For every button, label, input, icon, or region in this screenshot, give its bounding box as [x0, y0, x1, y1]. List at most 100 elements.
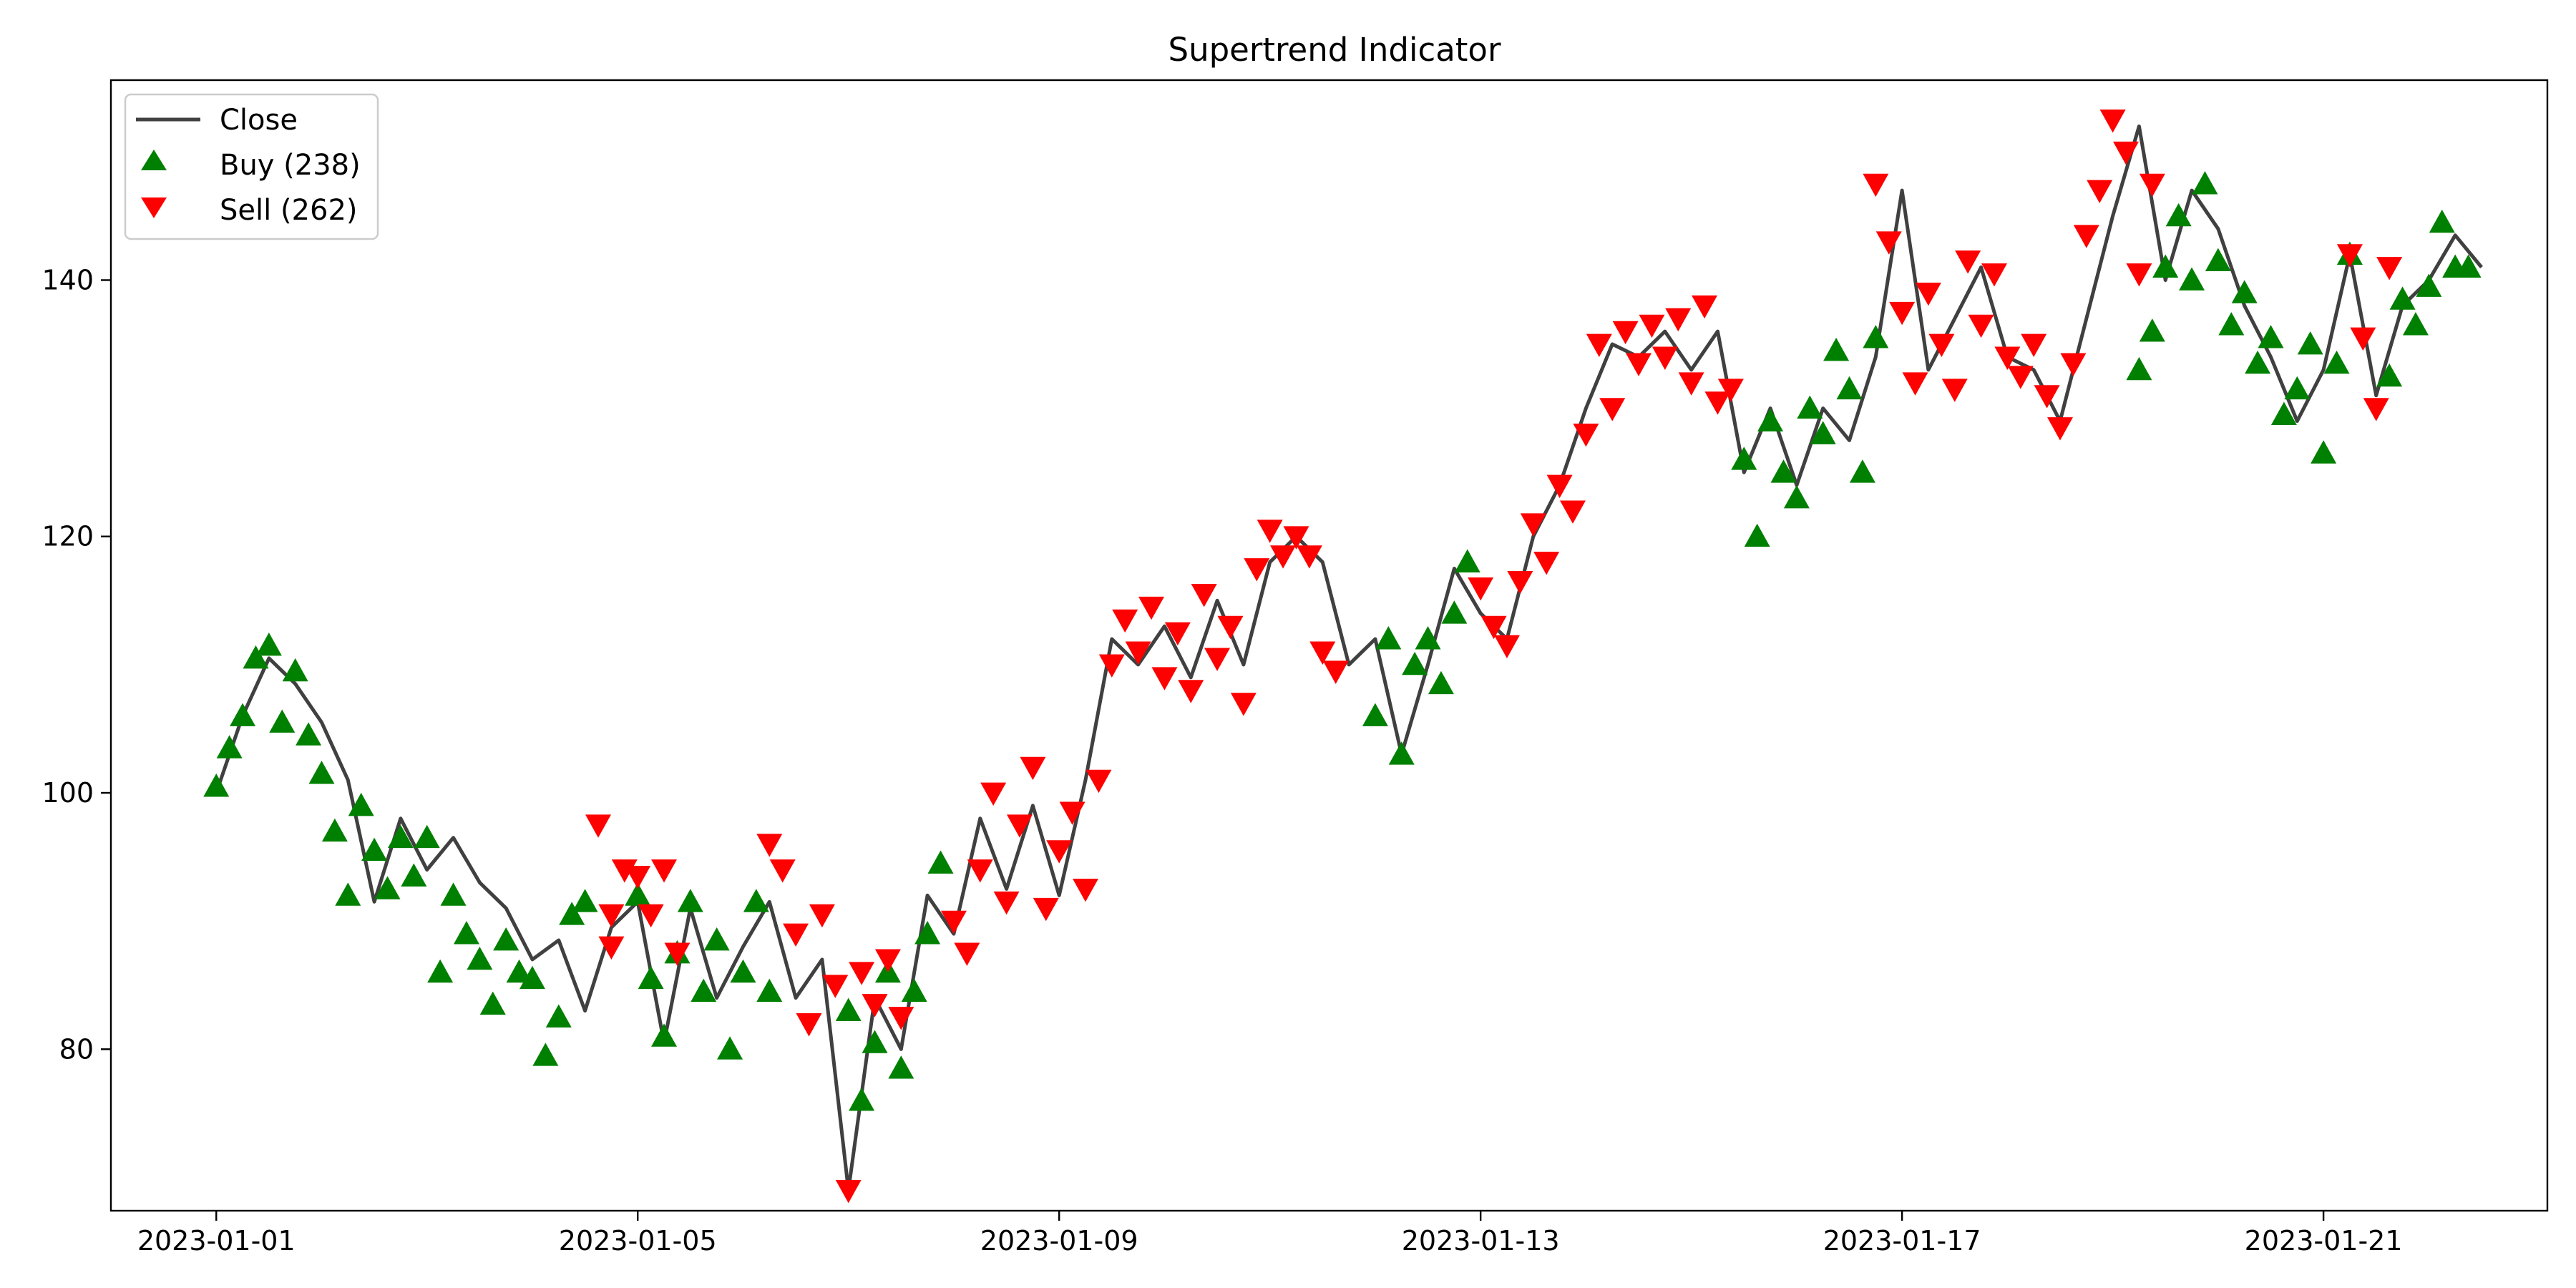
- y-tick-label: 120: [42, 521, 94, 552]
- sell-signal-marker: [1125, 641, 1151, 665]
- buy-signal-marker: [335, 882, 361, 906]
- sell-signal-marker: [1902, 372, 1928, 396]
- buy-signal-marker: [1849, 459, 1875, 483]
- sell-signal-marker: [783, 923, 809, 947]
- sell-signal-marker: [1098, 654, 1125, 678]
- y-tick-label: 140: [42, 264, 94, 296]
- sell-signal-marker: [1941, 379, 1968, 402]
- sell-signal-marker: [2139, 173, 2165, 197]
- sell-signal-marker: [1046, 840, 1073, 864]
- y-axis-ticks: 80 100 120 140: [42, 264, 111, 1065]
- buy-signal-marker: [1797, 395, 1823, 419]
- sell-signal-marker: [874, 949, 901, 972]
- buy-signal-marker: [2192, 171, 2218, 195]
- sell-signal-marker: [1020, 756, 1046, 781]
- sell-signal-marker: [1626, 353, 1652, 376]
- x-tick-label: 2023-01-05: [559, 1225, 717, 1257]
- buy-signal-marker: [1388, 741, 1415, 765]
- sell-signal-marker: [1322, 660, 1349, 684]
- sell-signal-marker: [1704, 391, 1731, 415]
- buy-signal-marker: [2139, 318, 2165, 342]
- sell-signal-marker: [598, 936, 625, 960]
- buy-signal-marker: [453, 921, 479, 945]
- buy-signal-marker: [2297, 331, 2323, 355]
- buy-signal-marker: [519, 965, 545, 990]
- buy-signal-marker: [927, 850, 954, 874]
- buy-signal-marker: [1428, 670, 1454, 695]
- sell-signal-marker: [1230, 693, 1257, 716]
- legend-buy-triangle-icon: [141, 150, 167, 170]
- chart-title: Supertrend Indicator: [1169, 31, 1501, 69]
- sell-signal-marker: [2034, 385, 2060, 409]
- sell-signal-marker: [1520, 513, 1546, 537]
- legend-sell-triangle-icon: [141, 197, 167, 218]
- buy-signal-marker: [506, 959, 532, 983]
- x-tick-label: 2023-01-01: [137, 1225, 296, 1257]
- sell-signal-marker: [1296, 545, 1322, 569]
- buy-signal-marker: [1770, 459, 1797, 483]
- buy-signal-marker: [2416, 273, 2442, 297]
- sell-signal-marker: [835, 1179, 862, 1204]
- buy-signal-marker: [2455, 254, 2482, 278]
- buy-signal-marker: [901, 978, 927, 1002]
- buy-signal-marker: [532, 1043, 559, 1066]
- sell-signal-marker: [2073, 225, 2099, 248]
- sell-signal-marker: [1717, 379, 1744, 402]
- sell-signal-marker: [638, 904, 664, 928]
- buy-signal-marker: [849, 1087, 875, 1111]
- buy-signal-marker: [361, 837, 388, 862]
- buy-signal-marker: [414, 824, 440, 849]
- buy-signal-marker: [1863, 325, 1889, 348]
- sell-signal-marker: [2363, 398, 2389, 421]
- legend-close-label: Close: [220, 104, 298, 137]
- sell-signal-marker: [1112, 609, 1138, 633]
- sell-signal-marker: [1178, 680, 1204, 703]
- buy-signal-marker: [296, 722, 322, 746]
- buy-signal-marker: [427, 959, 454, 983]
- buy-signal-marker: [2258, 325, 2284, 348]
- sell-signal-marker: [598, 904, 625, 928]
- sell-signal-marker: [1244, 558, 1270, 582]
- buy-signal-marker: [308, 761, 335, 784]
- buy-signal-marker: [743, 889, 769, 912]
- sell-signal-marker: [2047, 417, 2073, 441]
- buy-signal-marker: [638, 965, 664, 990]
- sell-signal-marker: [1164, 622, 1191, 646]
- sell-signal-marker: [1875, 231, 1902, 255]
- sell-signal-marker: [585, 814, 611, 838]
- buy-signal-marker: [1375, 626, 1402, 650]
- buy-signal-marker: [651, 1023, 678, 1047]
- buy-signal-marker: [401, 863, 427, 887]
- y-tick-label: 80: [59, 1033, 94, 1065]
- x-tick-label: 2023-01-21: [2245, 1225, 2403, 1257]
- sell-signal-marker: [980, 782, 1007, 806]
- buy-signal-marker: [493, 927, 519, 951]
- sell-signal-marker: [1033, 897, 1059, 922]
- x-tick-label: 2023-01-09: [980, 1225, 1138, 1257]
- buy-signal-marker: [2245, 350, 2271, 374]
- buy-signal-marker: [2126, 356, 2152, 381]
- sell-signal-marker: [1955, 250, 1981, 274]
- buy-signal-marker: [2402, 312, 2429, 336]
- buy-signal-marker: [440, 882, 467, 906]
- sell-signal-marker: [796, 1013, 822, 1037]
- sell-signal-marker: [769, 859, 796, 883]
- sell-signal-marker: [1928, 333, 1955, 358]
- buy-signal-marker: [2218, 312, 2245, 336]
- buy-signal-marker: [888, 1055, 914, 1079]
- buy-signal-marker: [1415, 626, 1441, 650]
- sell-signal-marker: [888, 1007, 914, 1030]
- sell-signal-marker: [862, 994, 888, 1018]
- sell-signal-marker: [1915, 282, 1941, 306]
- sell-signal-marker: [1309, 641, 1336, 665]
- buy-signal-marker: [691, 978, 717, 1002]
- buy-signal-marker: [479, 991, 506, 1015]
- sell-signal-marker: [2021, 333, 2047, 358]
- buy-signal-marker: [1836, 376, 1863, 400]
- sell-signal-marker: [1560, 500, 1586, 524]
- buy-signal-marker: [2179, 267, 2205, 291]
- buy-signal-marker: [1454, 549, 1480, 572]
- buy-signal-marker: [545, 1004, 572, 1028]
- sell-signal-marker: [1468, 577, 1494, 601]
